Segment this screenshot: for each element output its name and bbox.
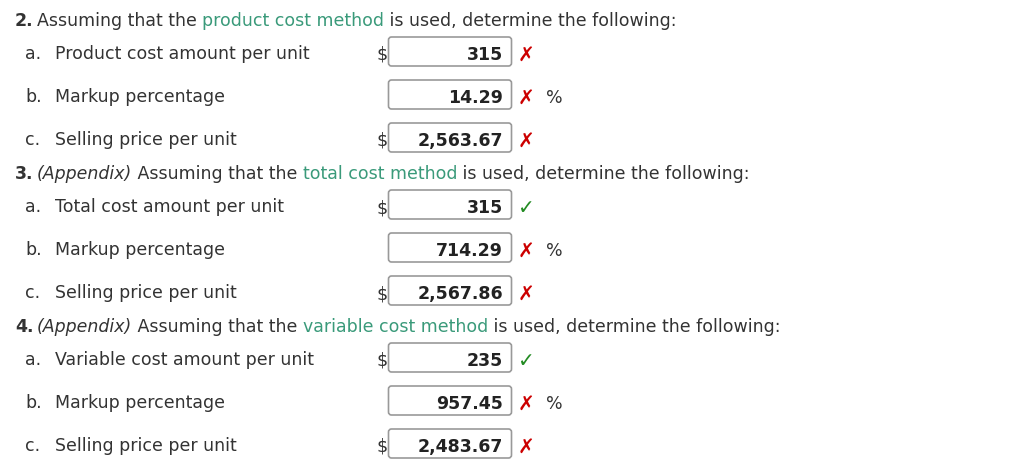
Text: 315: 315 bbox=[466, 199, 503, 217]
Text: ✓: ✓ bbox=[518, 199, 535, 218]
Text: 235: 235 bbox=[466, 352, 503, 370]
Text: %: % bbox=[546, 395, 563, 413]
Text: ✗: ✗ bbox=[518, 46, 535, 65]
Text: $: $ bbox=[376, 46, 388, 64]
Text: c.: c. bbox=[25, 437, 40, 455]
Text: 957.45: 957.45 bbox=[436, 395, 503, 413]
Text: %: % bbox=[546, 242, 563, 260]
Text: $: $ bbox=[376, 352, 388, 370]
Text: $: $ bbox=[376, 199, 388, 217]
Text: is used, determine the following:: is used, determine the following: bbox=[488, 318, 781, 336]
Text: Assuming that the: Assuming that the bbox=[37, 12, 202, 30]
Text: Selling price per unit: Selling price per unit bbox=[55, 284, 236, 302]
Text: 2,563.67: 2,563.67 bbox=[417, 132, 503, 150]
Text: 2,483.67: 2,483.67 bbox=[417, 438, 503, 456]
Text: a.: a. bbox=[25, 198, 41, 216]
Text: Selling price per unit: Selling price per unit bbox=[55, 131, 236, 149]
Text: is used, determine the following:: is used, determine the following: bbox=[384, 12, 676, 30]
Text: 3.: 3. bbox=[15, 165, 34, 183]
Text: total cost method: total cost method bbox=[303, 165, 457, 183]
Text: Markup percentage: Markup percentage bbox=[55, 88, 225, 106]
FancyBboxPatch shape bbox=[389, 233, 512, 262]
Text: 315: 315 bbox=[466, 46, 503, 64]
Text: ✗: ✗ bbox=[518, 438, 535, 457]
Text: Assuming that the: Assuming that the bbox=[132, 318, 303, 336]
FancyBboxPatch shape bbox=[389, 276, 512, 305]
Text: Total cost amount per unit: Total cost amount per unit bbox=[55, 198, 284, 216]
Text: is used, determine the following:: is used, determine the following: bbox=[457, 165, 750, 183]
FancyBboxPatch shape bbox=[389, 123, 512, 152]
Text: ✗: ✗ bbox=[518, 89, 535, 108]
Text: product cost method: product cost method bbox=[202, 12, 384, 30]
FancyBboxPatch shape bbox=[389, 80, 512, 109]
Text: b.: b. bbox=[25, 88, 42, 106]
Text: Markup percentage: Markup percentage bbox=[55, 241, 225, 259]
Text: ✗: ✗ bbox=[518, 132, 535, 151]
Text: Selling price per unit: Selling price per unit bbox=[55, 437, 236, 455]
FancyBboxPatch shape bbox=[389, 386, 512, 415]
Text: 14.29: 14.29 bbox=[448, 89, 503, 107]
Text: b.: b. bbox=[25, 241, 42, 259]
Text: 4.: 4. bbox=[15, 318, 34, 336]
Text: (Appendix): (Appendix) bbox=[37, 165, 132, 183]
Text: ✗: ✗ bbox=[518, 285, 535, 304]
Text: Assuming that the: Assuming that the bbox=[132, 165, 303, 183]
FancyBboxPatch shape bbox=[389, 190, 512, 219]
Text: $: $ bbox=[376, 132, 388, 150]
Text: Variable cost amount per unit: Variable cost amount per unit bbox=[55, 351, 314, 369]
Text: %: % bbox=[546, 89, 563, 107]
Text: (Appendix): (Appendix) bbox=[37, 318, 132, 336]
FancyBboxPatch shape bbox=[389, 37, 512, 66]
FancyBboxPatch shape bbox=[389, 429, 512, 458]
Text: a.: a. bbox=[25, 351, 41, 369]
Text: variable cost method: variable cost method bbox=[303, 318, 488, 336]
Text: ✓: ✓ bbox=[518, 352, 535, 371]
Text: 2.: 2. bbox=[15, 12, 34, 30]
Text: ✗: ✗ bbox=[518, 242, 535, 261]
Text: $: $ bbox=[376, 285, 388, 303]
Text: a.: a. bbox=[25, 45, 41, 63]
Text: c.: c. bbox=[25, 284, 40, 302]
Text: b.: b. bbox=[25, 394, 42, 412]
Text: 2,567.86: 2,567.86 bbox=[417, 285, 503, 303]
Text: Product cost amount per unit: Product cost amount per unit bbox=[55, 45, 310, 63]
Text: $: $ bbox=[376, 438, 388, 456]
Text: ✗: ✗ bbox=[518, 395, 535, 414]
Text: 714.29: 714.29 bbox=[436, 242, 503, 260]
Text: c.: c. bbox=[25, 131, 40, 149]
FancyBboxPatch shape bbox=[389, 343, 512, 372]
Text: Markup percentage: Markup percentage bbox=[55, 394, 225, 412]
